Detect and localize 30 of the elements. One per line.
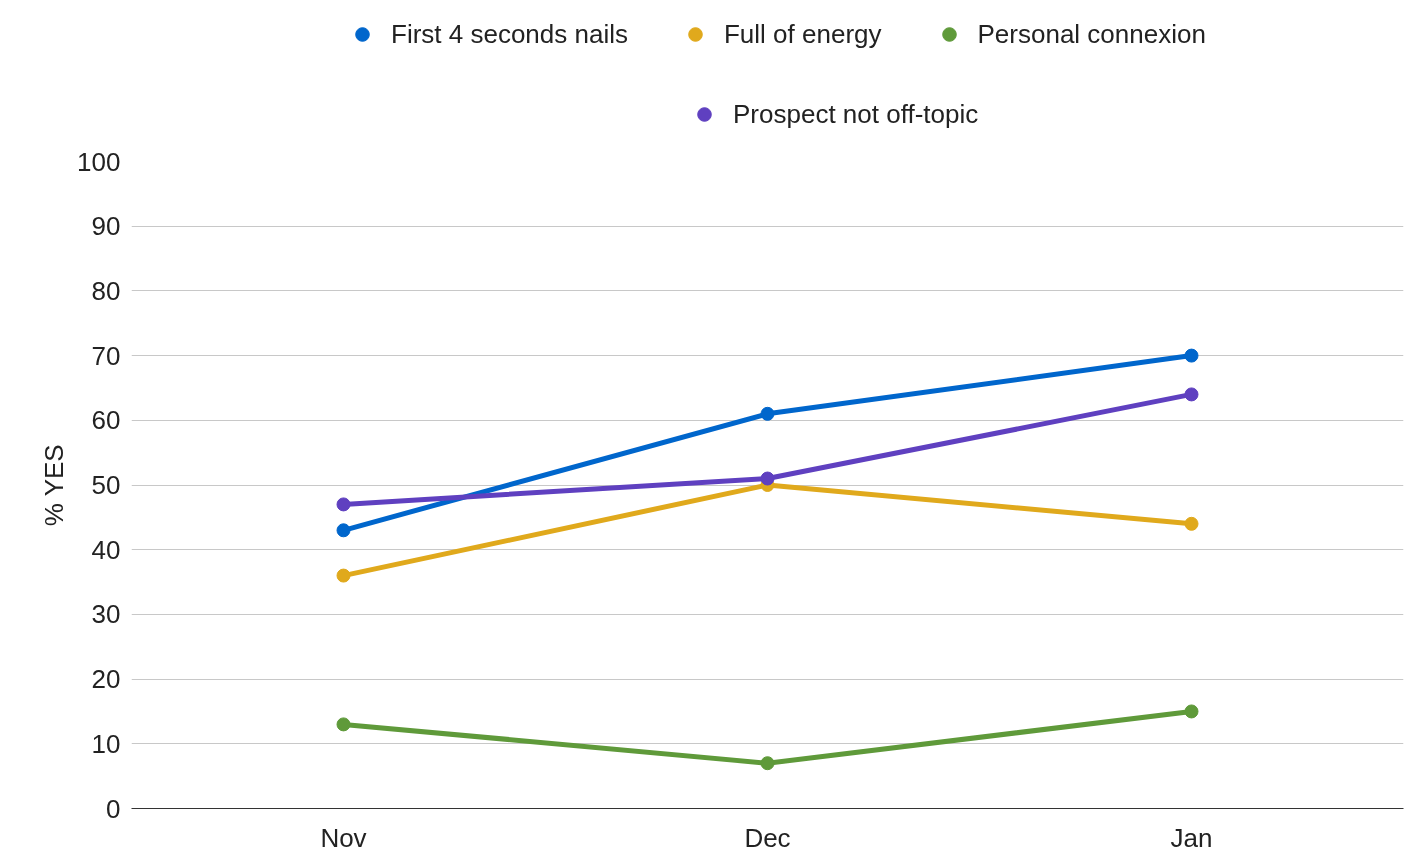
point xyxy=(760,406,775,421)
legend-label: First 4 seconds nails xyxy=(391,18,628,50)
y-tick-label: 50 xyxy=(91,470,121,500)
y-tick-label: 0 xyxy=(106,793,121,824)
y-tick-label: 90 xyxy=(91,211,121,242)
point xyxy=(1184,704,1199,719)
y-tick-label: 40 xyxy=(91,534,121,565)
legend-label: Prospect not off-topic xyxy=(733,98,979,130)
point xyxy=(336,568,351,583)
point xyxy=(336,523,351,538)
x-tick-label: Nov xyxy=(320,822,367,853)
x-tick-label: Jan xyxy=(1170,822,1213,853)
y-axis-title: % YES xyxy=(39,444,70,527)
x-tick-label: Dec xyxy=(744,822,791,853)
legend-label: Personal connexion xyxy=(977,18,1206,50)
point xyxy=(336,497,351,512)
y-tick-label: 80 xyxy=(91,275,121,306)
y-tick-label: 70 xyxy=(91,340,121,371)
point xyxy=(1184,387,1199,402)
point xyxy=(1184,348,1199,363)
y-tick-label: 60 xyxy=(91,405,121,436)
point xyxy=(760,471,775,486)
legend-label: Full of energy xyxy=(723,18,882,50)
y-tick-label: 30 xyxy=(91,599,121,630)
y-tick-label: 100 xyxy=(77,146,121,177)
y-tick-label: 20 xyxy=(91,664,121,695)
y-tick-label: 10 xyxy=(91,728,121,759)
point xyxy=(336,717,351,732)
point xyxy=(1184,516,1199,531)
point xyxy=(760,756,775,771)
